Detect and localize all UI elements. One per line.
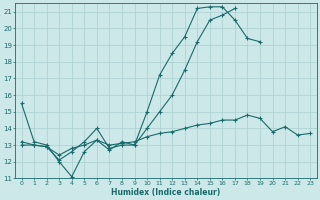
X-axis label: Humidex (Indice chaleur): Humidex (Indice chaleur)	[111, 188, 220, 197]
